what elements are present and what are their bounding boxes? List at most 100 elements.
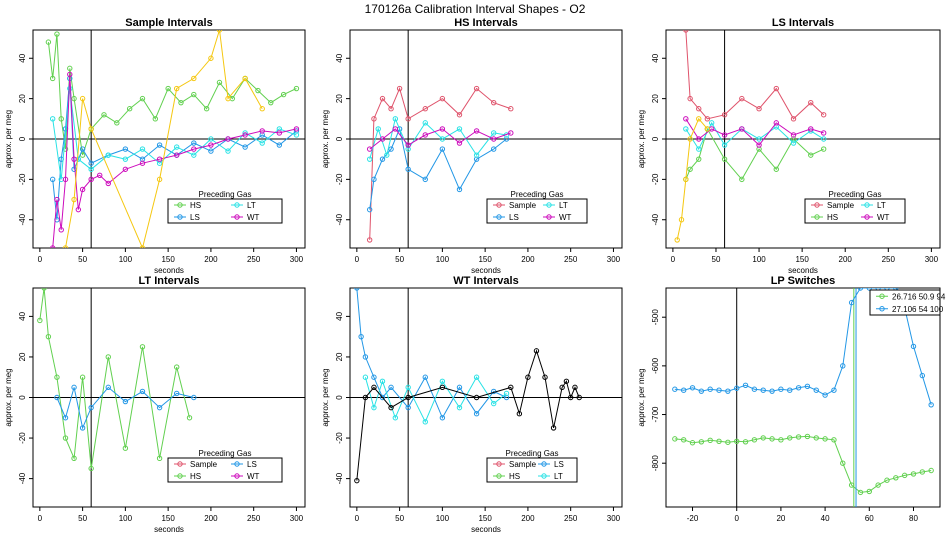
data-point xyxy=(725,439,731,445)
data-point xyxy=(67,71,73,78)
data-point xyxy=(473,85,480,92)
data-point xyxy=(384,152,390,158)
x-axis-label: seconds xyxy=(471,525,501,534)
data-point xyxy=(473,394,480,401)
legend-title: Preceding Gas xyxy=(511,190,564,199)
legend-item: LS xyxy=(493,213,519,222)
legend-item: LT xyxy=(543,201,568,210)
data-point xyxy=(696,156,702,162)
data-point xyxy=(760,387,766,393)
panel-lp-switches: LP Switches -20 0 20 40 60 80 -800 -700 -600 -500 a… xyxy=(637,275,946,523)
x-tick-label: 50 xyxy=(395,514,404,523)
series-line xyxy=(356,349,580,481)
data-point xyxy=(707,386,713,392)
data-point xyxy=(366,146,373,152)
data-point xyxy=(105,180,111,187)
panel-lt-intervals: LT Intervals 0 50 100 150 200 250 300 -40 -20 0 20 4… xyxy=(4,275,306,534)
data-point xyxy=(866,488,872,495)
data-point xyxy=(456,112,463,118)
legend-swatch-point xyxy=(541,461,547,467)
legend-label: LS xyxy=(247,460,257,469)
data-point xyxy=(216,79,223,86)
x-tick-label: 200 xyxy=(521,514,535,523)
y-axis-label: approx. per meg xyxy=(321,368,330,426)
series-line xyxy=(356,288,507,419)
data-point xyxy=(760,435,766,441)
data-point xyxy=(97,172,103,179)
data-point xyxy=(88,160,94,166)
data-point xyxy=(405,384,411,391)
data-point xyxy=(173,390,180,397)
legend-title: Preceding Gas xyxy=(829,190,882,199)
data-point xyxy=(388,146,394,152)
data-point xyxy=(769,388,775,394)
data-point xyxy=(866,288,872,291)
data-point xyxy=(769,436,775,442)
data-point xyxy=(508,130,514,136)
x-tick-label: 250 xyxy=(564,514,578,523)
data-point xyxy=(787,435,793,441)
legend-title: Preceding Gas xyxy=(199,449,252,458)
y-tick-label: 20 xyxy=(335,352,344,361)
data-point xyxy=(808,152,814,158)
data-point xyxy=(680,387,687,393)
data-point xyxy=(371,176,377,183)
data-point xyxy=(156,404,163,411)
x-axis-label: seconds xyxy=(154,525,184,534)
data-point xyxy=(820,130,827,136)
data-point xyxy=(58,116,64,122)
data-point xyxy=(242,132,248,138)
data-point xyxy=(473,152,480,158)
legend-swatch-point xyxy=(234,202,240,208)
series-line xyxy=(685,30,825,120)
data-point xyxy=(795,385,802,391)
data-point xyxy=(293,85,300,92)
data-point xyxy=(490,99,497,106)
data-point xyxy=(848,299,855,306)
data-point xyxy=(216,30,223,33)
data-point xyxy=(773,85,779,92)
data-point xyxy=(379,394,386,401)
legend-label: HS xyxy=(190,472,201,481)
data-point xyxy=(725,388,731,394)
x-tick-label: -20 xyxy=(687,514,699,523)
series-wt xyxy=(366,126,514,152)
legend-label: HS xyxy=(827,213,838,222)
data-point xyxy=(734,385,740,391)
legend-swatch-point xyxy=(496,461,502,467)
y-tick-label: 20 xyxy=(651,94,660,103)
panel-hs-intervals: HS Intervals 0 50 100 150 200 250 300 -40 -20 0 20 4… xyxy=(321,17,623,275)
legend-item: LT xyxy=(538,472,563,481)
series-hs xyxy=(37,288,193,472)
data-point xyxy=(901,472,908,479)
x-axis-label: seconds xyxy=(788,266,818,275)
data-point xyxy=(831,387,837,393)
legend-swatch-point xyxy=(814,214,820,220)
legend-item: HS xyxy=(493,472,520,481)
y-tick-label: 0 xyxy=(651,136,660,141)
data-point xyxy=(259,140,265,146)
series-27-106-54-100 xyxy=(672,288,934,507)
data-point xyxy=(62,146,69,152)
data-point xyxy=(439,95,446,102)
y-tick-label: 40 xyxy=(335,53,344,62)
legend-item: 26.716 50.9 94 xyxy=(876,292,946,301)
series-lt xyxy=(683,120,827,152)
data-point xyxy=(698,439,705,445)
series-wt xyxy=(49,71,300,248)
data-point xyxy=(362,394,369,401)
data-point xyxy=(268,99,274,106)
legend-swatch-point xyxy=(864,214,870,220)
data-point xyxy=(563,378,570,384)
data-point xyxy=(456,404,463,411)
y-tick-label: -40 xyxy=(18,472,27,484)
legend-box xyxy=(167,457,283,483)
data-point xyxy=(362,374,369,380)
data-point xyxy=(422,419,428,425)
data-point xyxy=(698,388,705,394)
data-point xyxy=(422,176,428,183)
data-point xyxy=(105,354,111,360)
series-lt xyxy=(49,85,300,183)
y-tick-label: 20 xyxy=(18,352,27,361)
data-point xyxy=(683,116,689,122)
